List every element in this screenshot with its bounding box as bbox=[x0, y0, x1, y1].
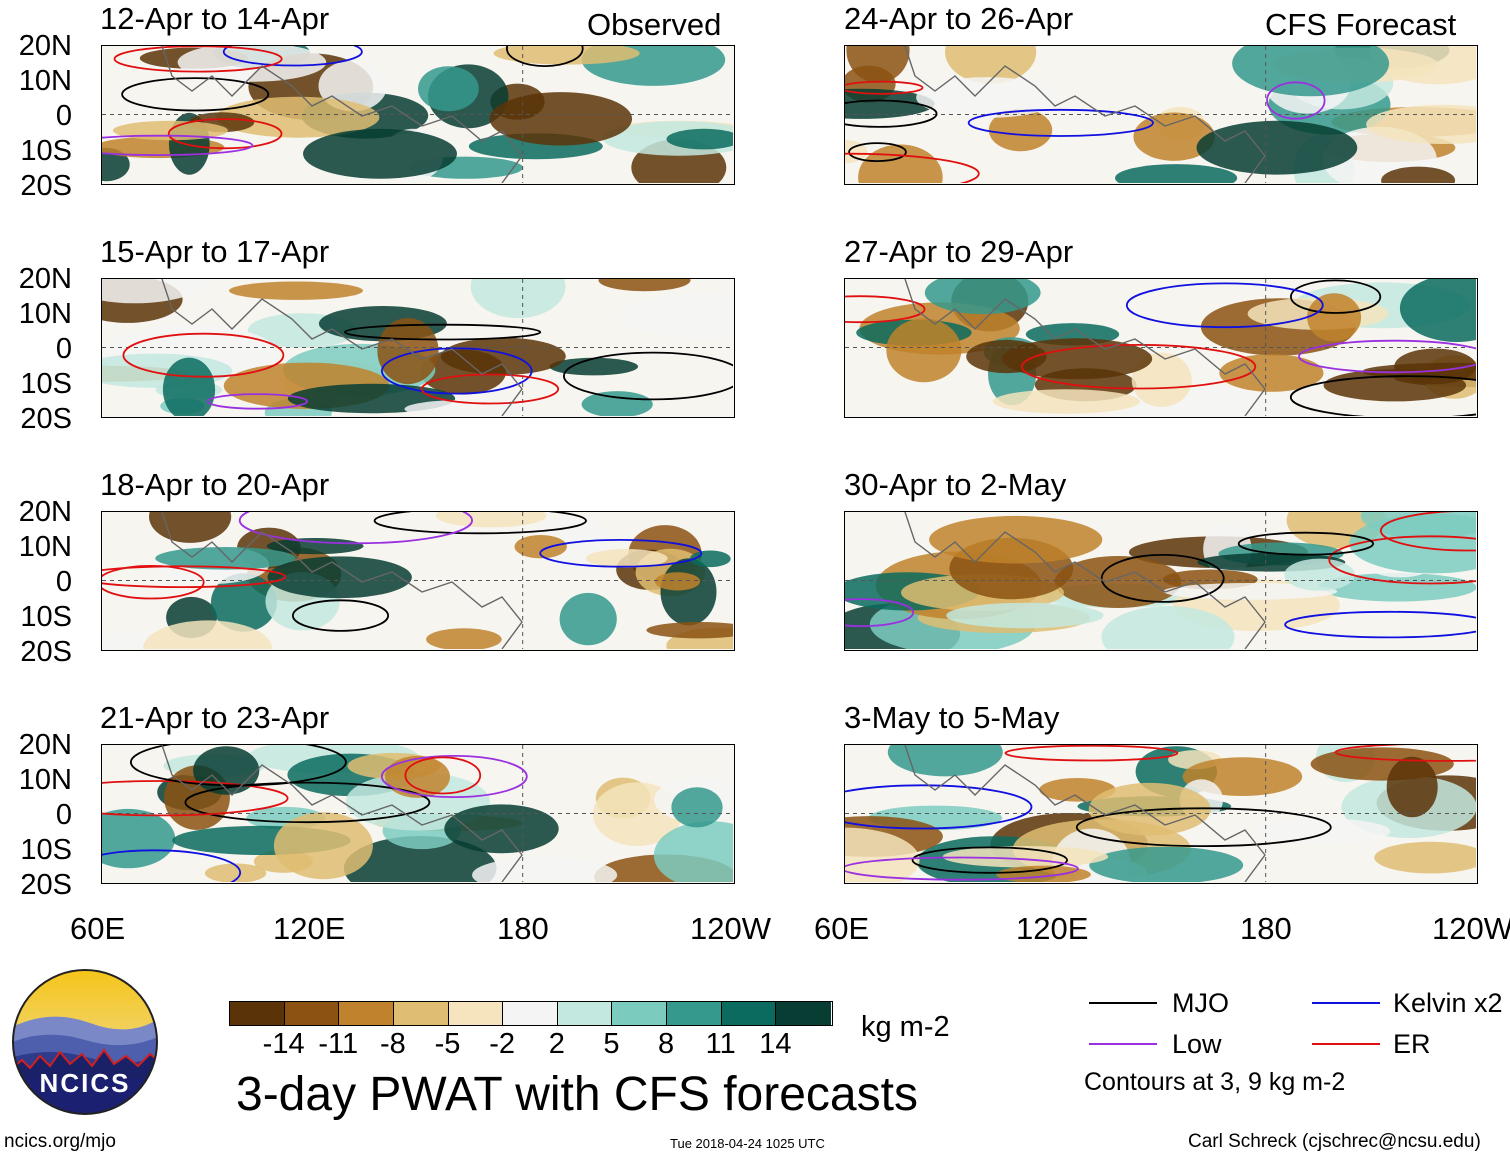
map-panel-3 bbox=[101, 511, 735, 651]
lon-label-60e-left: 60E bbox=[70, 911, 126, 946]
lat-label-row1-3: 10S bbox=[20, 135, 72, 167]
legend-mjo-line bbox=[1089, 1002, 1157, 1004]
map-panel-6 bbox=[844, 278, 1478, 418]
panel-1-title: 12-Apr to 14-Apr bbox=[100, 1, 330, 36]
colorbar-box-2 bbox=[339, 1002, 394, 1025]
map-field bbox=[102, 512, 733, 649]
map-panel-8 bbox=[844, 744, 1478, 884]
legend-low-label: Low bbox=[1172, 1029, 1222, 1059]
lat-label-row1-0: 20N bbox=[18, 30, 72, 62]
lat-label-row1-1: 10N bbox=[18, 65, 72, 97]
footer-url: ncics.org/mjo bbox=[4, 1131, 116, 1152]
lon-label-120w-right: 120W bbox=[1432, 911, 1510, 946]
lon-label-60e-right: 60E bbox=[814, 911, 870, 946]
panel-6-title: 27-Apr to 29-Apr bbox=[844, 234, 1074, 269]
colorbar-unit: kg m-2 bbox=[861, 1011, 950, 1043]
panel-8-title: 3-May to 5-May bbox=[844, 700, 1060, 735]
colorbar-label-2: -8 bbox=[380, 1028, 406, 1060]
map-field bbox=[845, 279, 1476, 416]
lat-label-row3-0: 20N bbox=[18, 496, 72, 528]
lat-label-row3-2: 0 bbox=[55, 566, 72, 598]
colorbar-label-0: -14 bbox=[262, 1028, 305, 1060]
figure-title: 3-day PWAT with CFS forecasts bbox=[236, 1068, 918, 1121]
lat-label-row4-0: 20N bbox=[18, 729, 72, 761]
map-field bbox=[845, 46, 1476, 183]
colorbar-label-3: -5 bbox=[434, 1028, 461, 1060]
lat-label-row4-4: 20S bbox=[20, 869, 72, 901]
legend-mjo-label: MJO bbox=[1172, 988, 1229, 1018]
lon-label-120w-left: 120W bbox=[690, 911, 771, 946]
colorbar bbox=[229, 1001, 833, 1026]
colorbar-label-4: -2 bbox=[489, 1028, 516, 1060]
map-panel-7 bbox=[844, 511, 1478, 651]
lat-label-row2-4: 20S bbox=[20, 403, 72, 435]
lat-label-row4-2: 0 bbox=[55, 799, 72, 831]
ncics-logo: NCICS bbox=[10, 968, 160, 1116]
colorbar-box-9 bbox=[721, 1002, 777, 1025]
legend-er-label: ER bbox=[1393, 1029, 1431, 1059]
colorbar-box-1 bbox=[284, 1002, 340, 1025]
legend-contour-note: Contours at 3, 9 kg m-2 bbox=[1084, 1068, 1346, 1096]
lat-label-row2-2: 0 bbox=[55, 333, 72, 365]
colorbar-label-7: 8 bbox=[658, 1028, 675, 1060]
map-panel-4 bbox=[101, 744, 735, 884]
colorbar-box-10 bbox=[776, 1002, 831, 1025]
map-field bbox=[102, 279, 733, 416]
colorbar-label-1: -11 bbox=[318, 1028, 359, 1060]
map-field bbox=[845, 745, 1476, 882]
lon-label-180-left: 180 bbox=[497, 911, 549, 946]
map-panel-5 bbox=[844, 45, 1478, 185]
map-field bbox=[102, 745, 733, 882]
panel-4-title: 21-Apr to 23-Apr bbox=[100, 700, 330, 735]
lat-label-row2-0: 20N bbox=[18, 263, 72, 295]
lon-label-180-right: 180 bbox=[1240, 911, 1292, 946]
map-field bbox=[845, 512, 1476, 649]
footer-author: Carl Schreck (cjschrec@ncsu.edu) bbox=[1188, 1131, 1481, 1152]
panel-2-title: 15-Apr to 17-Apr bbox=[100, 234, 330, 269]
observed-label: Observed bbox=[587, 7, 722, 42]
legend-low-line bbox=[1089, 1043, 1157, 1045]
legend-kelvin-line bbox=[1312, 1002, 1380, 1004]
map-panel-1 bbox=[101, 45, 735, 185]
lat-label-row3-3: 10S bbox=[20, 601, 72, 633]
panel-5-title: 24-Apr to 26-Apr bbox=[844, 1, 1074, 36]
colorbar-box-6 bbox=[557, 1002, 613, 1025]
legend-er-line bbox=[1312, 1043, 1380, 1045]
colorbar-label-5: 2 bbox=[548, 1028, 565, 1060]
colorbar-box-3 bbox=[393, 1002, 449, 1025]
colorbar-box-8 bbox=[667, 1002, 722, 1025]
colorbar-label-8: 11 bbox=[705, 1028, 736, 1060]
map-field bbox=[102, 46, 733, 183]
colorbar-label-9: 14 bbox=[759, 1028, 792, 1060]
colorbar-label-6: 5 bbox=[603, 1028, 620, 1060]
lat-label-row1-4: 20S bbox=[20, 170, 72, 202]
lon-label-120e-left: 120E bbox=[273, 911, 346, 946]
lat-label-row3-1: 10N bbox=[18, 531, 72, 563]
colorbar-box-0 bbox=[230, 1002, 285, 1025]
lat-label-row3-4: 20S bbox=[20, 636, 72, 668]
colorbar-box-5 bbox=[503, 1002, 558, 1025]
panel-3-title: 18-Apr to 20-Apr bbox=[100, 467, 330, 502]
legend-kelvin-label: Kelvin x2 bbox=[1393, 988, 1503, 1018]
panel-7-title: 30-Apr to 2-May bbox=[844, 467, 1067, 502]
footer-timestamp: Tue 2018-04-24 1025 UTC bbox=[670, 1136, 825, 1151]
logo-text: NCICS bbox=[39, 1068, 131, 1098]
colorbar-box-4 bbox=[448, 1002, 504, 1025]
lon-label-120e-right: 120E bbox=[1016, 911, 1089, 946]
colorbar-box-7 bbox=[612, 1002, 668, 1025]
lat-label-row4-1: 10N bbox=[18, 764, 72, 796]
cfs-forecast-label: CFS Forecast bbox=[1265, 7, 1457, 42]
map-panel-2 bbox=[101, 278, 735, 418]
lat-label-row2-3: 10S bbox=[20, 368, 72, 400]
lat-label-row1-2: 0 bbox=[55, 100, 72, 132]
lat-label-row2-1: 10N bbox=[18, 298, 72, 330]
lat-label-row4-3: 10S bbox=[20, 834, 72, 866]
